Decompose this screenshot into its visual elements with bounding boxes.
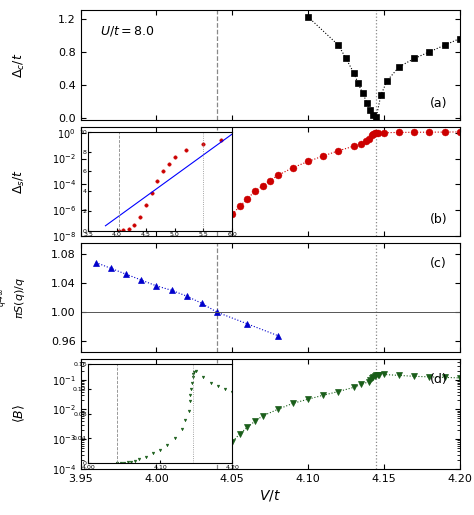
X-axis label: $V/t$: $V/t$ bbox=[259, 488, 281, 503]
Y-axis label: $\langle B\rangle$: $\langle B\rangle$ bbox=[12, 404, 27, 423]
Text: (d): (d) bbox=[429, 373, 447, 386]
Text: (b): (b) bbox=[429, 213, 447, 226]
Y-axis label: $\lim_{q\to\infty}$
$\pi S(q)/q$: $\lim_{q\to\infty}$ $\pi S(q)/q$ bbox=[0, 277, 27, 319]
Y-axis label: $\Delta_s/t$: $\Delta_s/t$ bbox=[12, 169, 27, 194]
Y-axis label: $\Delta_c/t$: $\Delta_c/t$ bbox=[12, 53, 27, 78]
Text: (c): (c) bbox=[429, 257, 446, 270]
Text: $U/t = 8.0$: $U/t = 8.0$ bbox=[100, 24, 154, 38]
Text: (a): (a) bbox=[429, 97, 447, 110]
